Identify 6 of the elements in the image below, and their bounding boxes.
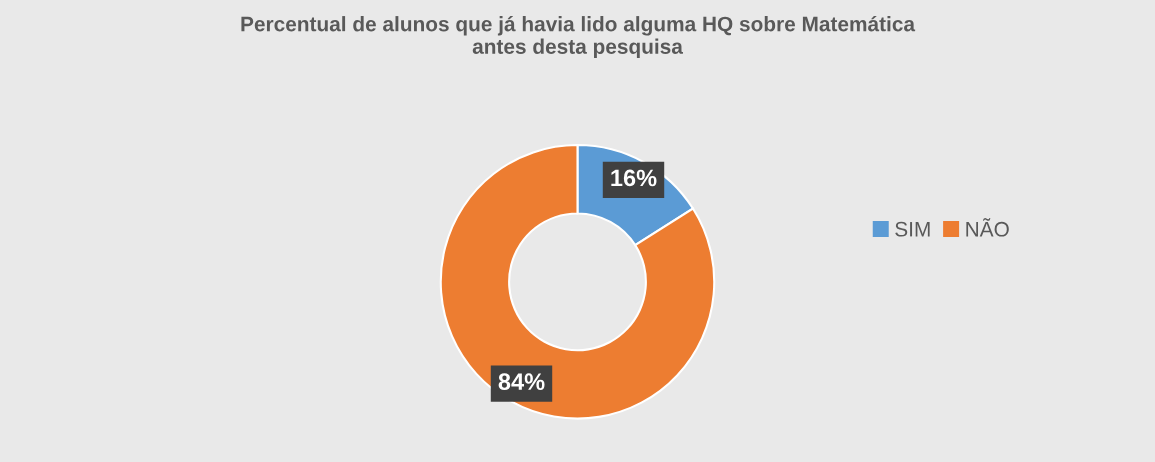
chart-title: Percentual de alunos que já havia lido alguma HQ sobre Matemática antes desta pesquisa [241,15,916,59]
legend-label: SIM [895,221,930,237]
data-label: 16% [611,169,657,187]
data-label: 84% [498,373,545,391]
legend-label: NÃO [966,218,1009,237]
donut-slice [439,144,716,420]
